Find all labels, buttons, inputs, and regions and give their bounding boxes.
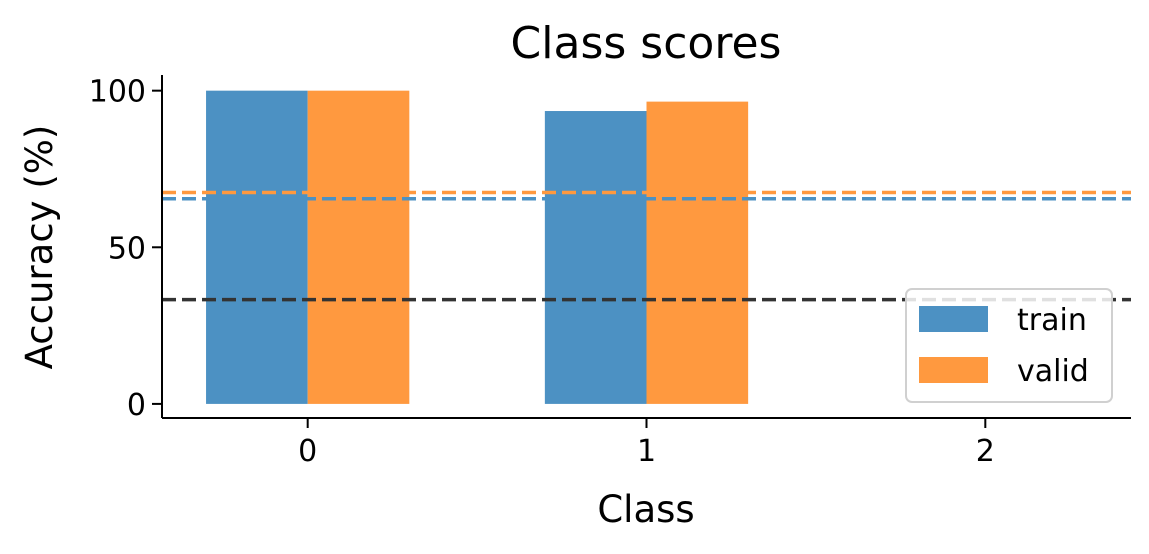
legend-label-valid: valid	[1017, 354, 1089, 389]
legend-swatch-train	[919, 306, 988, 332]
y-tick-label: 50	[108, 231, 146, 266]
x-tick-label: 2	[976, 434, 995, 469]
legend-label-train: train	[1017, 303, 1087, 338]
bar-valid-class-1	[646, 101, 749, 404]
bar-train-class-0	[206, 90, 308, 404]
bars-layer	[206, 90, 749, 404]
bar-train-class-1	[544, 111, 647, 404]
y-axis-title: Accuracy (%)	[18, 125, 61, 370]
x-tick-label: 0	[298, 434, 317, 469]
x-tick-label: 1	[637, 434, 656, 469]
y-tick-label: 100	[89, 75, 146, 110]
y-tick-label: 0	[127, 388, 146, 423]
chart-title: Class scores	[511, 18, 782, 69]
legend: train valid	[905, 288, 1113, 403]
ticks-layer: 0 1 2 0 50 100	[89, 75, 995, 469]
x-axis-title: Class	[597, 488, 694, 531]
bar-valid-class-0	[307, 90, 410, 404]
legend-swatch-valid	[919, 357, 988, 383]
